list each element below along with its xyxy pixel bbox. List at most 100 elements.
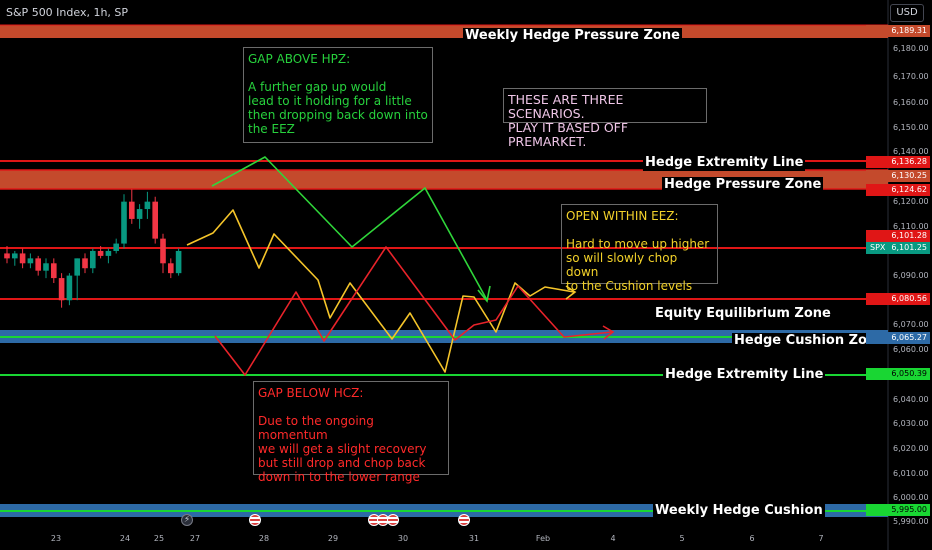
candle: [129, 189, 135, 224]
x-tick: 30: [397, 534, 409, 543]
candle-body: [152, 201, 158, 239]
annotation-gap-above[interactable]: GAP ABOVE HPZ: A further gap up would le…: [243, 47, 433, 143]
symbol-title[interactable]: S&P 500 Index, 1h, SP: [6, 6, 129, 19]
us-flag-icon[interactable]: [458, 514, 470, 526]
price-tag-weekly-hc: 5,995.00: [866, 504, 930, 516]
x-tick: 23: [50, 534, 62, 543]
candle: [152, 196, 158, 244]
candle: [105, 248, 112, 264]
y-tick: 6,030.00: [893, 419, 929, 428]
candle-body: [168, 263, 174, 274]
y-tick: 6,010.00: [893, 469, 929, 478]
chart-header: S&P 500 Index, 1h, SP: [0, 0, 888, 24]
candle-body: [160, 238, 166, 264]
scenario-path-yellow: [186, 209, 575, 373]
y-tick: 6,150.00: [893, 123, 929, 132]
candle: [74, 258, 80, 301]
candle-body: [74, 258, 80, 276]
y-tick: 6,120.00: [893, 197, 929, 206]
candle: [4, 246, 10, 264]
scenario-path-yellow-arrowhead: [565, 285, 577, 300]
price-tag-hpz-bottom: 6,124.62: [866, 184, 930, 196]
us-flag-icon[interactable]: [387, 514, 399, 526]
band-weekly-hedge-pressure-zone: [0, 25, 888, 38]
candle-body: [90, 250, 96, 269]
annotation-scenarios[interactable]: THESE ARE THREE SCENARIOS. PLAY IT BASED…: [503, 88, 707, 149]
annotation-gap-below[interactable]: GAP BELOW HCZ: Due to the ongoing moment…: [253, 381, 449, 484]
y-tick: 6,090.00: [893, 271, 929, 280]
currency-button[interactable]: USD: [890, 4, 924, 22]
candle: [113, 238, 119, 254]
candle-body: [97, 250, 104, 256]
candle-body: [27, 258, 34, 264]
candle: [43, 258, 49, 279]
x-tick: 7: [818, 534, 824, 543]
x-tick: 25: [153, 534, 165, 543]
x-tick: 24: [119, 534, 131, 543]
x-tick: 27: [189, 534, 201, 543]
candle: [82, 253, 88, 274]
candle-body: [113, 243, 119, 251]
candle: [51, 258, 57, 284]
candle: [97, 246, 104, 259]
price-tag-6101: 6,101.28: [866, 230, 930, 242]
x-tick: 29: [327, 534, 339, 543]
last-price-value: 6,101.25: [891, 243, 927, 252]
price-tag-hel-lower: 6,050.39: [866, 368, 930, 380]
candle-body: [51, 263, 57, 279]
candle: [144, 191, 151, 219]
candle: [160, 233, 166, 274]
candle-body: [43, 263, 49, 271]
candle: [58, 273, 65, 308]
price-tag-hcz: 6,065.27: [866, 332, 930, 344]
x-tick: 31: [468, 534, 480, 543]
scenario-path-red: [214, 246, 613, 376]
lightning-icon[interactable]: ⚡: [181, 514, 193, 526]
x-tick: 5: [679, 534, 685, 543]
label-equity-equilibrium-zone[interactable]: Equity Equilibrium Zone: [655, 306, 831, 321]
candle-body: [129, 201, 135, 219]
y-tick: 6,020.00: [893, 444, 929, 453]
scenario-path-green: [211, 156, 488, 301]
candle-body: [4, 253, 10, 259]
x-tick: 28: [258, 534, 270, 543]
candle: [90, 248, 96, 274]
candle-body: [144, 201, 151, 210]
label-hedge-extremity-line-upper[interactable]: Hedge Extremity Line: [643, 155, 806, 171]
candle-body: [175, 250, 182, 274]
candle-body: [66, 275, 73, 301]
label-hedge-pressure-zone[interactable]: Hedge Pressure Zone: [662, 177, 824, 193]
candle-body: [121, 201, 127, 244]
candle: [12, 250, 18, 266]
candle: [121, 194, 127, 249]
candle: [35, 255, 41, 276]
y-tick: 6,060.00: [893, 345, 929, 354]
scenario-path-green-arrowhead: [477, 285, 491, 303]
candle: [66, 273, 73, 306]
label-weekly-hedge-pressure-zone[interactable]: Weekly Hedge Pressure Zone: [463, 28, 682, 44]
y-tick: 6,160.00: [893, 98, 929, 107]
y-tick: 6,140.00: [893, 147, 929, 156]
y-tick: 6,070.00: [893, 320, 929, 329]
y-tick: 6,170.00: [893, 72, 929, 81]
x-tick: 6: [749, 534, 755, 543]
last-price-tag: SPX 6,101.25: [866, 242, 930, 254]
us-flag-icon[interactable]: [249, 514, 261, 526]
label-hedge-extremity-line-lower[interactable]: Hedge Extremity Line: [663, 367, 826, 383]
x-tick: Feb: [535, 534, 551, 543]
scenario-path-red-arrowhead: [602, 325, 615, 340]
price-tag-weekly-hpz: 6,189.31: [866, 25, 930, 37]
y-tick: 6,110.00: [893, 222, 929, 231]
candle: [168, 258, 174, 279]
candle-body: [58, 278, 65, 301]
price-tag-hel-upper: 6,136.28: [866, 156, 930, 168]
candle-body: [19, 253, 26, 264]
y-tick: 5,990.00: [893, 517, 929, 526]
candle-body: [82, 258, 88, 269]
annotation-open-within[interactable]: OPEN WITHIN EEZ: Hard to move up higher …: [561, 204, 718, 293]
label-hedge-cushion-zone[interactable]: Hedge Cushion Zone: [732, 333, 888, 349]
candle: [19, 248, 26, 269]
label-weekly-hedge-cushion[interactable]: Weekly Hedge Cushion: [653, 503, 825, 519]
y-tick: 6,180.00: [893, 44, 929, 53]
